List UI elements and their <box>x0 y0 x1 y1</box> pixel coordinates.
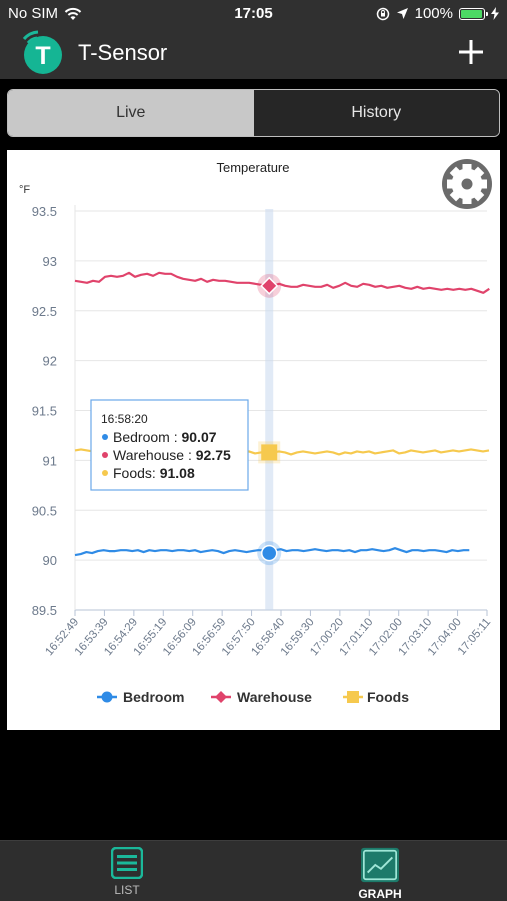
tooltip-foods-value: 91.08 <box>160 465 195 481</box>
tab-list-label: LIST <box>114 883 140 897</box>
y-tick-label: 92 <box>43 354 57 369</box>
carrier-label: No SIM <box>8 5 59 22</box>
tooltip-bedroom-value: 90.07 <box>181 429 216 445</box>
tooltip-foods-label: Foods: <box>113 465 160 481</box>
tab-graph-label: GRAPH <box>358 887 402 901</box>
charging-icon <box>491 7 499 20</box>
y-axis-ticks: 93.5 93 92.5 92 91.5 91 90.5 90 89.5 <box>32 204 57 618</box>
battery-level <box>461 9 482 18</box>
tooltip-row-foods: Foods: 91.08 <box>113 465 195 481</box>
battery-icon <box>459 7 488 20</box>
tooltip-time: 16:58:20 <box>101 412 148 426</box>
gear-icon[interactable] <box>442 159 492 209</box>
x-axis-ticks: 16:52:4916:53:3916:54:2916:55:1916:56:09… <box>43 616 493 658</box>
y-tick-label: 91 <box>43 453 57 468</box>
tooltip-warehouse-value: 92.75 <box>196 447 231 463</box>
logo-letter: T <box>35 42 50 70</box>
tooltip-row-bedroom: Bedroom : 90.07 <box>113 429 217 445</box>
hover-markers <box>257 273 282 566</box>
list-icon <box>111 847 143 879</box>
tooltip-warehouse-label: Warehouse : <box>113 447 196 463</box>
view-segmented-control: Live History <box>7 89 500 137</box>
tab-history[interactable]: History <box>253 90 499 136</box>
tooltip-bedroom-dot <box>102 434 108 440</box>
tab-graph[interactable]: GRAPH <box>340 847 420 901</box>
tooltip-row-warehouse: Warehouse : 92.75 <box>113 447 231 463</box>
bottom-tab-bar: LIST GRAPH <box>0 840 507 901</box>
legend-label-warehouse: Warehouse <box>237 689 312 705</box>
y-tick-label: 90.5 <box>32 503 57 518</box>
marker-foods <box>261 444 278 461</box>
status-right: 100% <box>376 5 499 22</box>
legend-label-bedroom: Bedroom <box>123 689 184 705</box>
y-tick-label: 90 <box>43 553 57 568</box>
legend-marker <box>215 691 227 703</box>
app-header: T T-Sensor <box>0 28 507 79</box>
temperature-chart[interactable]: Temperature °F 93.5 93 92.5 92 91.5 91 90.5 90 8… <box>7 150 500 730</box>
chart-card: Temperature °F 93.5 93 92.5 92 91.5 91 90.5 90 8… <box>7 150 500 730</box>
rotation-lock-icon <box>376 7 389 20</box>
legend-marker <box>347 691 359 703</box>
chart-title: Temperature <box>217 160 290 175</box>
app-title: T-Sensor <box>78 40 168 65</box>
y-tick-label: 93.5 <box>32 204 57 219</box>
y-tick-label: 91.5 <box>32 404 57 419</box>
tab-live[interactable]: Live <box>8 90 254 136</box>
marker-warehouse <box>260 276 279 295</box>
y-tick-label: 92.5 <box>32 304 57 319</box>
chart-legend: Bedroom Warehouse Foods <box>97 689 409 705</box>
y-tick-label: 89.5 <box>32 603 57 618</box>
tooltip-warehouse-dot <box>102 452 108 458</box>
status-left: No SIM <box>8 5 82 22</box>
status-bar: No SIM 17:05 100% <box>0 0 507 28</box>
tooltip-foods-dot <box>102 470 108 476</box>
status-time: 17:05 <box>234 5 273 22</box>
battery-percent: 100% <box>414 5 453 22</box>
location-icon <box>396 8 408 19</box>
legend-label-foods: Foods <box>367 689 409 705</box>
tooltip-bedroom-label: Bedroom : <box>113 429 181 445</box>
y-tick-label: 93 <box>43 254 57 269</box>
app-logo-icon: T <box>22 30 62 74</box>
plus-icon[interactable] <box>453 34 489 70</box>
marker-bedroom <box>260 544 278 562</box>
y-axis-unit: °F <box>19 184 30 196</box>
legend-marker <box>101 691 113 703</box>
graph-icon <box>361 847 399 883</box>
tab-list[interactable]: LIST <box>87 847 167 897</box>
series-line-warehouse <box>74 271 490 294</box>
wifi-icon <box>64 7 82 20</box>
chart-tooltip: 16:58:20 Bedroom : 90.07 Warehouse : 92.… <box>90 399 249 491</box>
crosshair-line <box>265 209 274 610</box>
